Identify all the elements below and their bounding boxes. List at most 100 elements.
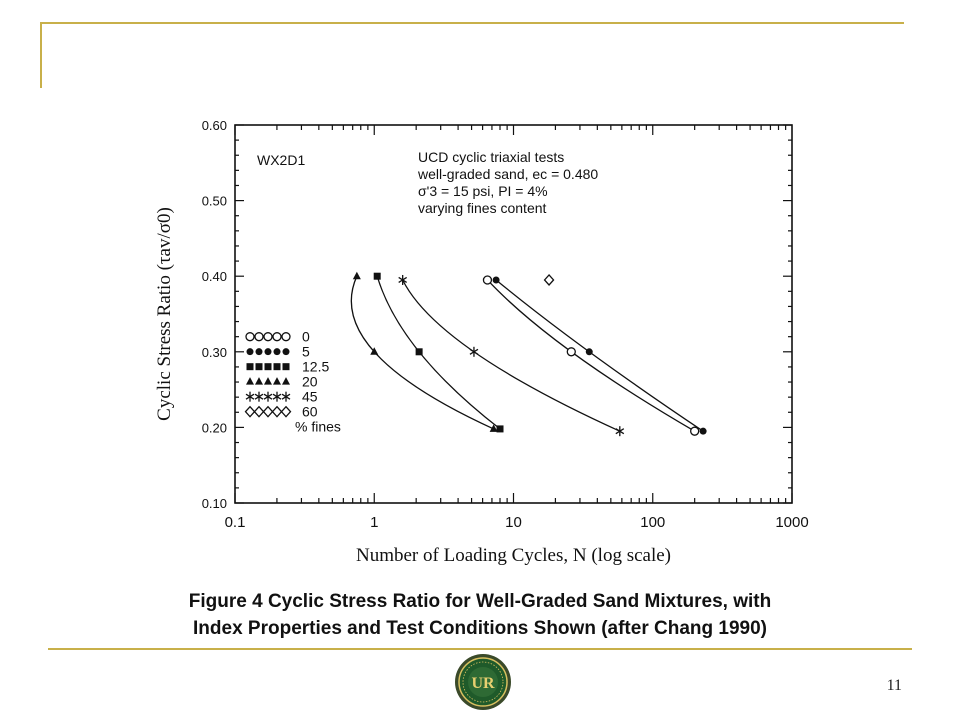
asterisk-stroke [398,276,408,284]
legend-marker [264,348,272,356]
asterisk-stroke [263,393,273,400]
legend-label: 0 [302,329,310,345]
legend-marker [272,391,282,402]
open-circle-marker [254,332,264,342]
data-point-45 [615,426,625,437]
legend-marker [254,332,264,342]
asterisk-stroke [254,393,264,400]
legend-label: 12.5 [302,359,329,375]
data-point-0 [482,275,493,285]
open-circle-marker [281,332,291,342]
data-point-45 [469,346,479,357]
filled-triangle-marker [246,377,254,385]
asterisk-stroke [615,428,625,435]
series-curve-5 [495,279,704,432]
y-tick-label: 0.40 [202,269,227,284]
data-point-20 [489,424,498,432]
university-seal-logo: UR [455,654,511,710]
asterisk-stroke [245,393,255,400]
series-curve-0 [486,279,695,432]
data-point-12.5 [415,348,423,356]
asterisk-stroke [272,393,282,400]
legend-marker [273,377,281,385]
y-axis-label: Cyclic Stress Ratio (τav/σ0) [154,207,175,421]
filled-triangle-marker [489,424,498,432]
data-point-20 [352,271,361,280]
filled-circle-marker [699,427,707,435]
filled-circle-marker [273,348,281,356]
filled-circle-marker [492,276,500,284]
filled-square-marker [273,363,281,371]
y-tick-label: 0.60 [202,118,227,133]
legend-marker [263,332,273,342]
legend-marker [273,363,281,371]
open-circle-marker [263,332,273,342]
annotation-line: varying fines content [418,200,547,216]
caption-line-2: Index Properties and Test Conditions Sho… [193,618,767,639]
open-diamond-marker [271,405,283,418]
filled-square-marker [246,363,254,371]
x-tick-label: 0.1 [225,514,246,531]
annotation-line: σ'3 = 15 psi, PI = 4% [418,183,548,199]
legend-marker [255,363,263,371]
figure-caption: Figure 4 Cyclic Stress Ratio for Well-Gr… [0,588,960,642]
x-tick-label: 10 [505,514,522,531]
filled-triangle-marker [352,271,361,280]
filled-square-marker [373,272,381,280]
y-tick-label: 0.50 [202,194,227,209]
filled-circle-marker [282,348,290,356]
legend-marker [282,348,290,356]
legend-marker [246,348,254,356]
data-point-5 [492,276,500,284]
legend-marker [271,405,283,418]
annotation-line: UCD cyclic triaxial tests [418,149,564,165]
annotation-line: well-graded sand, ec = 0.480 [417,166,598,182]
frame-left-rule [40,22,42,88]
legend-marker [264,377,272,385]
legend-footer: % fines [295,419,341,435]
series-curve-12.5 [376,276,501,430]
data-point-20 [370,347,379,355]
open-diamond-marker [262,405,274,418]
open-diamond-marker [543,274,555,286]
open-circle-marker [272,332,282,342]
legend-marker [246,377,254,385]
filled-square-marker [255,363,263,371]
y-tick-label: 0.10 [202,496,227,511]
legend-marker [280,405,292,418]
filled-square-marker [282,363,290,371]
filled-square-marker [264,363,272,371]
legend-marker [253,405,265,418]
x-tick-label: 1000 [775,514,808,531]
legend-marker [282,377,290,385]
filled-square-marker [415,348,423,356]
data-point-60 [543,274,555,286]
legend-marker [254,391,264,402]
filled-triangle-marker [264,377,272,385]
sample-label: WX2D1 [257,152,305,168]
legend-label: 60 [302,404,318,420]
filled-square-marker [496,425,504,433]
asterisk-stroke [469,348,479,355]
legend-marker [255,377,263,385]
data-point-12.5 [373,272,381,280]
open-circle-marker [690,426,700,436]
data-point-45 [398,274,408,285]
legend-marker [255,348,263,356]
data-point-5 [585,348,593,356]
filled-circle-marker [264,348,272,356]
open-diamond-marker [280,405,292,418]
legend-marker [264,363,272,371]
caption-line-1: Figure 4 Cyclic Stress Ratio for Well-Gr… [188,591,772,612]
open-circle-marker [482,275,493,285]
legend-marker [281,332,291,342]
svg-text:UR: UR [471,675,495,692]
legend-marker [262,405,274,418]
filled-triangle-marker [282,377,290,385]
filled-circle-marker [255,348,263,356]
x-tick-label: 1 [370,514,378,531]
cyclic-stress-chart: 0.10 0.20 0.30 0.40 0.50 0.60 0.1 1 10 100 1000 Num… [154,118,809,566]
legend-marker [246,363,254,371]
open-diamond-marker [244,405,256,418]
open-circle-marker [566,347,576,357]
